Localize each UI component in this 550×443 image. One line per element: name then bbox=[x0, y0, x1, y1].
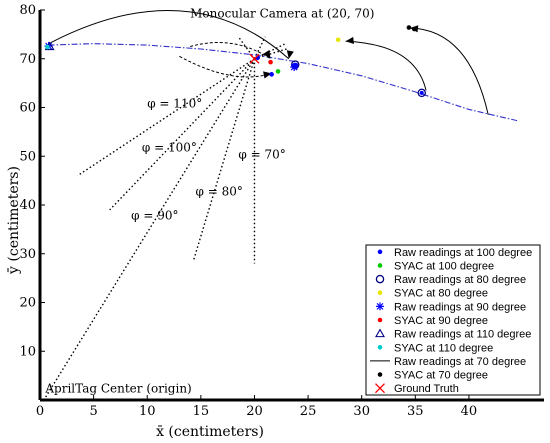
x-tick-label: 25 bbox=[300, 404, 317, 419]
trajectory-line bbox=[48, 43, 518, 122]
y-ticks: 10 20 30 40 50 60 70 80 bbox=[19, 3, 45, 359]
annotation-origin: AprilTag Center (origin) bbox=[44, 382, 191, 396]
legend-marker bbox=[376, 302, 384, 311]
arrow-head bbox=[263, 71, 272, 79]
legend-marker bbox=[377, 344, 383, 350]
annotation-phi90: φ = 90° bbox=[131, 209, 178, 223]
legend-entry: Raw readings at 100 degree bbox=[394, 247, 532, 259]
legend-marker bbox=[377, 372, 383, 377]
legend-box bbox=[365, 244, 541, 396]
legend-marker bbox=[377, 290, 383, 296]
point-raw-readings-at-90-degree bbox=[290, 63, 299, 72]
point-syac-at-110-degree bbox=[45, 44, 50, 50]
point-raw-readings-at-80-degree bbox=[417, 88, 427, 98]
annotation-camera: Monocular Camera at (20, 70) bbox=[190, 6, 374, 20]
annotation-phi80: φ = 80° bbox=[195, 184, 242, 198]
x-tick-label: 35 bbox=[407, 404, 424, 419]
movement-arc bbox=[409, 27, 489, 115]
legend-entry: SYAC at 110 degree bbox=[394, 342, 493, 354]
y-tick-label: 70 bbox=[19, 52, 36, 67]
y-tick-label: 60 bbox=[19, 101, 36, 116]
arrow-head bbox=[286, 50, 294, 59]
legend-marker bbox=[375, 328, 385, 338]
star-stroke bbox=[290, 63, 298, 71]
legend-entry: Ground Truth bbox=[394, 383, 459, 395]
x-tick-label: 40 bbox=[461, 404, 478, 419]
boundary-line bbox=[192, 58, 256, 262]
boundary-line bbox=[254, 48, 287, 60]
movement-arc bbox=[179, 55, 272, 78]
legend-entry: Raw readings at 90 degree bbox=[394, 301, 526, 313]
boundary-line bbox=[77, 58, 255, 177]
x-stroke bbox=[249, 53, 260, 64]
annotation-phi70: φ = 70° bbox=[238, 148, 285, 162]
trajectory-group bbox=[48, 43, 518, 122]
star-stroke bbox=[376, 302, 384, 310]
data-points bbox=[44, 25, 427, 98]
raw-80-inner-point bbox=[419, 90, 424, 95]
legend-entry: Raw readings at 80 degree bbox=[394, 274, 526, 286]
legend-marker bbox=[375, 383, 385, 394]
point-syac-at-90-degree bbox=[268, 59, 273, 65]
x-tick-label: 0 bbox=[36, 404, 44, 419]
x-ticks: 0 5 10 15 20 25 30 35 40 bbox=[36, 395, 477, 419]
y-tick-label: 80 bbox=[19, 3, 36, 18]
movement-arc bbox=[189, 42, 271, 60]
y-tick-label: 30 bbox=[19, 247, 36, 262]
y-tick-label: 10 bbox=[19, 344, 36, 359]
arrow-head bbox=[345, 36, 354, 44]
legend-entry: SYAC at 80 degree bbox=[394, 288, 488, 300]
x-tick-label: 20 bbox=[246, 404, 263, 419]
point-syac-at-70-degree bbox=[411, 26, 417, 32]
x-tick-label: 10 bbox=[139, 404, 156, 419]
point-syac-at-70-degree bbox=[406, 25, 412, 30]
arrow-head bbox=[263, 50, 271, 59]
y-tick-label: 50 bbox=[19, 149, 36, 164]
x-tick-label: 5 bbox=[89, 404, 97, 419]
point-ground-truth bbox=[249, 53, 260, 64]
annotation-phi100: φ = 100° bbox=[142, 140, 197, 154]
x-tick-label: 30 bbox=[353, 404, 370, 419]
movement-arcs bbox=[50, 10, 489, 115]
legend-marker bbox=[375, 274, 385, 284]
point-syac-at-80-degree bbox=[335, 37, 341, 43]
legend-marker bbox=[377, 249, 383, 255]
movement-arc bbox=[345, 40, 427, 91]
y-axis-label: ȳ (centimeters) bbox=[6, 166, 22, 275]
point-raw-readings-at-100-degree bbox=[269, 72, 274, 77]
legend-marker bbox=[377, 263, 383, 268]
y-tick-label: 20 bbox=[19, 296, 36, 311]
legend-entry: SYAC at 70 degree bbox=[394, 370, 488, 382]
x-tick-label: 15 bbox=[193, 404, 210, 419]
x-axis-label: x̄ (centimeters) bbox=[156, 424, 264, 440]
legend-entry: SYAC at 90 degree bbox=[394, 315, 488, 327]
movement-arc bbox=[50, 10, 290, 60]
annotation-phi110: φ = 110° bbox=[147, 97, 202, 111]
legend-entry: Raw readings at 70 degree bbox=[394, 356, 526, 368]
boundary-line bbox=[109, 58, 255, 211]
y-tick-label: 40 bbox=[19, 198, 36, 213]
legend-entry: Raw readings at 110 degree bbox=[394, 329, 531, 341]
annotations: Monocular Camera at (20, 70) AprilTag Cen… bbox=[44, 6, 374, 395]
point-syac-at-100-degree bbox=[275, 69, 281, 74]
x-stroke bbox=[375, 383, 385, 394]
legend-entry: SYAC at 100 degree bbox=[394, 260, 494, 272]
legend-marker bbox=[377, 317, 383, 323]
